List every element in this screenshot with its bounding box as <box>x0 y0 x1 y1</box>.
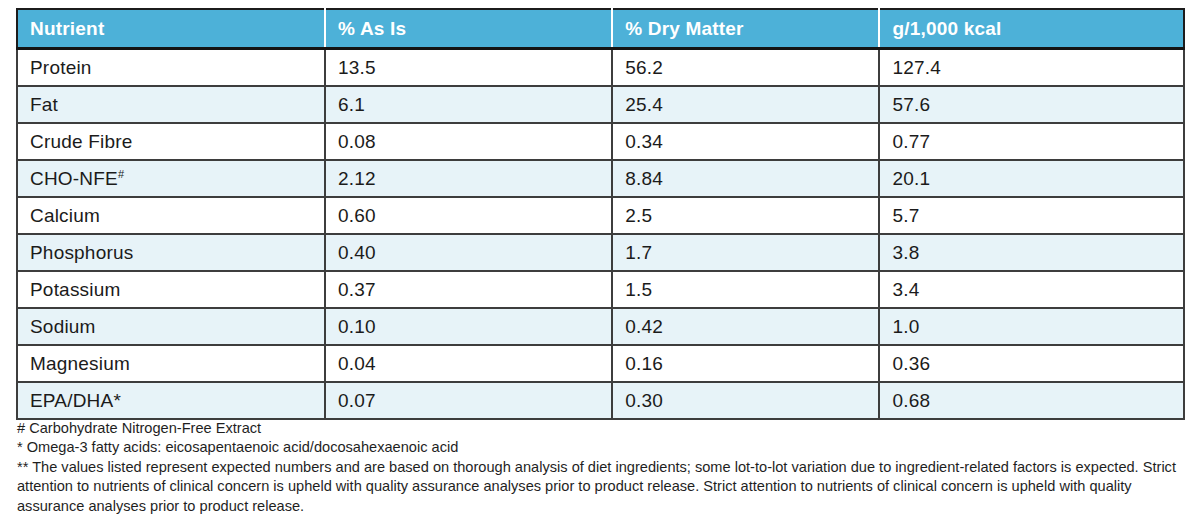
table-row: Crude Fibre0.080.340.77 <box>17 123 1184 160</box>
table-row: Potassium0.371.53.4 <box>17 271 1184 308</box>
value-cell: 3.4 <box>879 271 1184 308</box>
nutrient-table: Nutrient % As Is % Dry Matter g/1,000 kc… <box>16 8 1185 420</box>
nutrient-cell: Potassium <box>17 271 325 308</box>
footnote-carbohydrate: # Carbohydrate Nitrogen-Free Extract <box>17 419 1189 438</box>
nutrient-cell: Calcium <box>17 197 325 234</box>
value-cell: 0.34 <box>612 123 879 160</box>
value-cell: 25.4 <box>612 86 879 123</box>
value-cell: 0.60 <box>325 197 612 234</box>
footnotes-block: # Carbohydrate Nitrogen-Free Extract * O… <box>17 419 1189 516</box>
value-cell: 0.77 <box>879 123 1184 160</box>
value-cell: 0.07 <box>325 382 612 419</box>
value-cell: 127.4 <box>879 49 1184 87</box>
value-cell: 0.68 <box>879 382 1184 419</box>
column-header-nutrient: Nutrient <box>17 9 325 49</box>
column-header-g-per-kcal: g/1,000 kcal <box>879 9 1184 49</box>
nutrient-cell: Protein <box>17 49 325 87</box>
value-cell: 0.04 <box>325 345 612 382</box>
footnote-values-disclaimer: ** The values listed represent expected … <box>17 458 1189 516</box>
value-cell: 13.5 <box>325 49 612 87</box>
column-header-as-is: % As Is <box>325 9 612 49</box>
table-row: CHO-NFE#2.128.8420.1 <box>17 160 1184 197</box>
value-cell: 2.5 <box>612 197 879 234</box>
table-row: Phosphorus0.401.73.8 <box>17 234 1184 271</box>
column-header-dry-matter: % Dry Matter <box>612 9 879 49</box>
superscript-marker: # <box>118 167 124 179</box>
nutrient-cell: Magnesium <box>17 345 325 382</box>
value-cell: 1.7 <box>612 234 879 271</box>
value-cell: 1.0 <box>879 308 1184 345</box>
nutrient-cell: Phosphorus <box>17 234 325 271</box>
nutrient-cell: CHO-NFE# <box>17 160 325 197</box>
value-cell: 0.37 <box>325 271 612 308</box>
value-cell: 8.84 <box>612 160 879 197</box>
value-cell: 57.6 <box>879 86 1184 123</box>
value-cell: 20.1 <box>879 160 1184 197</box>
value-cell: 0.10 <box>325 308 612 345</box>
value-cell: 5.7 <box>879 197 1184 234</box>
nutrient-analysis-table-container: Nutrient % As Is % Dry Matter g/1,000 kc… <box>16 8 1185 420</box>
value-cell: 56.2 <box>612 49 879 87</box>
table-row: Sodium0.100.421.0 <box>17 308 1184 345</box>
table-row: EPA/DHA*0.070.300.68 <box>17 382 1184 419</box>
value-cell: 3.8 <box>879 234 1184 271</box>
value-cell: 6.1 <box>325 86 612 123</box>
table-row: Calcium0.602.55.7 <box>17 197 1184 234</box>
value-cell: 0.36 <box>879 345 1184 382</box>
nutrient-cell: Crude Fibre <box>17 123 325 160</box>
table-header: Nutrient % As Is % Dry Matter g/1,000 kc… <box>17 9 1184 49</box>
value-cell: 0.40 <box>325 234 612 271</box>
value-cell: 1.5 <box>612 271 879 308</box>
table-row: Magnesium0.040.160.36 <box>17 345 1184 382</box>
value-cell: 0.30 <box>612 382 879 419</box>
nutrient-cell: EPA/DHA* <box>17 382 325 419</box>
table-body: Protein13.556.2127.4Fat6.125.457.6Crude … <box>17 49 1184 420</box>
table-row: Protein13.556.2127.4 <box>17 49 1184 87</box>
value-cell: 0.16 <box>612 345 879 382</box>
value-cell: 0.42 <box>612 308 879 345</box>
value-cell: 0.08 <box>325 123 612 160</box>
header-row: Nutrient % As Is % Dry Matter g/1,000 kc… <box>17 9 1184 49</box>
nutrient-cell: Fat <box>17 86 325 123</box>
nutrient-cell: Sodium <box>17 308 325 345</box>
footnote-omega3: * Omega-3 fatty acids: eicosapentaenoic … <box>17 438 1189 457</box>
table-row: Fat6.125.457.6 <box>17 86 1184 123</box>
value-cell: 2.12 <box>325 160 612 197</box>
